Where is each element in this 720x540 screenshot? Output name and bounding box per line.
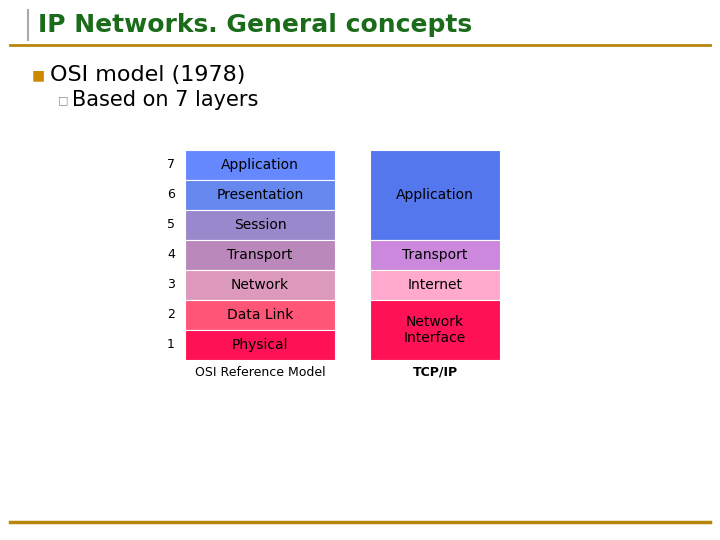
Text: Application: Application bbox=[396, 188, 474, 202]
FancyBboxPatch shape bbox=[185, 270, 335, 300]
Text: 5: 5 bbox=[167, 219, 175, 232]
Text: Data Link: Data Link bbox=[227, 308, 293, 322]
Text: OSI Reference Model: OSI Reference Model bbox=[194, 366, 325, 379]
Text: 6: 6 bbox=[167, 188, 175, 201]
FancyBboxPatch shape bbox=[185, 240, 335, 270]
Text: 2: 2 bbox=[167, 308, 175, 321]
Text: Application: Application bbox=[221, 158, 299, 172]
Text: 1: 1 bbox=[167, 339, 175, 352]
FancyBboxPatch shape bbox=[185, 150, 335, 180]
FancyBboxPatch shape bbox=[370, 270, 500, 300]
FancyBboxPatch shape bbox=[185, 180, 335, 210]
Text: Network: Network bbox=[231, 278, 289, 292]
Text: Internet: Internet bbox=[408, 278, 462, 292]
Text: Based on 7 layers: Based on 7 layers bbox=[72, 90, 258, 110]
Text: Transport: Transport bbox=[228, 248, 293, 262]
FancyBboxPatch shape bbox=[185, 300, 335, 330]
Text: Presentation: Presentation bbox=[217, 188, 304, 202]
Text: Transport: Transport bbox=[402, 248, 468, 262]
FancyBboxPatch shape bbox=[370, 150, 500, 240]
Text: IP Networks. General concepts: IP Networks. General concepts bbox=[38, 13, 472, 37]
Text: □: □ bbox=[58, 95, 68, 105]
Text: 3: 3 bbox=[167, 279, 175, 292]
Text: 4: 4 bbox=[167, 248, 175, 261]
Text: TCP/IP: TCP/IP bbox=[413, 366, 458, 379]
Text: OSI model (1978): OSI model (1978) bbox=[50, 65, 246, 85]
Text: Physical: Physical bbox=[232, 338, 288, 352]
FancyBboxPatch shape bbox=[370, 240, 500, 270]
Text: 7: 7 bbox=[167, 159, 175, 172]
FancyBboxPatch shape bbox=[370, 300, 500, 360]
Text: Network
Interface: Network Interface bbox=[404, 315, 466, 345]
Text: Session: Session bbox=[234, 218, 287, 232]
FancyBboxPatch shape bbox=[185, 330, 335, 360]
Text: ■: ■ bbox=[32, 68, 45, 82]
FancyBboxPatch shape bbox=[185, 210, 335, 240]
